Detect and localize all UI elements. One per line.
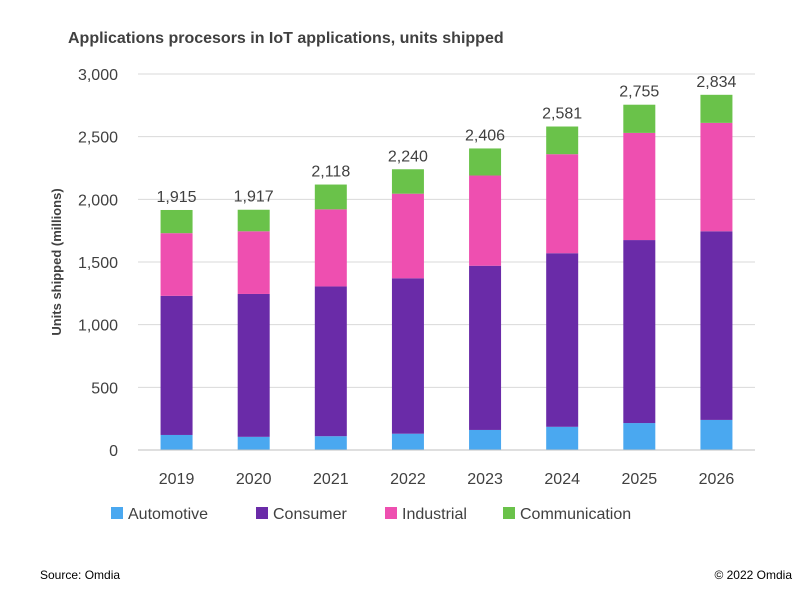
y-tick-label: 1,500 [78, 255, 118, 272]
bar-segment-consumer-2025 [623, 240, 656, 424]
legend-label-communication: Communication [520, 506, 631, 523]
chart-title: Applications procesors in IoT applicatio… [68, 30, 504, 47]
y-tick-label: 1,000 [78, 318, 118, 335]
bar-segment-automotive-2024 [546, 426, 579, 450]
bar-segment-consumer-2023 [469, 265, 502, 430]
total-label-2021: 2,118 [311, 164, 350, 181]
x-tick-label-2025: 2025 [622, 471, 658, 488]
bar-segment-automotive-2019 [160, 434, 193, 450]
bar-segment-consumer-2026 [700, 231, 733, 420]
bar-segment-automotive-2023 [469, 429, 502, 450]
bar-segment-consumer-2021 [314, 286, 347, 437]
bars [160, 94, 733, 450]
bar-segment-automotive-2020 [237, 436, 270, 450]
bar-segment-communication-2026 [700, 94, 733, 123]
legend: Automotive Consumer Industrial Communicatio… [111, 506, 631, 523]
bar-segment-industrial-2025 [623, 132, 656, 241]
y-axis-title: Units shipped (millions) [49, 188, 64, 335]
legend-swatch-communication [503, 507, 515, 519]
bar-segment-industrial-2022 [391, 193, 424, 279]
bar-segment-consumer-2020 [237, 293, 270, 437]
bar-segment-communication-2024 [546, 126, 579, 155]
total-label-2024: 2,581 [542, 106, 582, 123]
bar-segment-communication-2020 [237, 209, 270, 232]
bar-segment-communication-2025 [623, 104, 656, 133]
bar-segment-industrial-2021 [314, 209, 347, 287]
y-tick-label: 0 [109, 443, 118, 460]
x-tick-label-2026: 2026 [699, 471, 735, 488]
x-tick-label-2020: 2020 [236, 471, 272, 488]
legend-label-automotive: Automotive [128, 506, 208, 523]
bar-segment-consumer-2019 [160, 295, 193, 435]
total-label-2019: 1,915 [157, 189, 197, 206]
bar-segment-consumer-2022 [391, 278, 424, 434]
legend-label-consumer: Consumer [273, 506, 347, 523]
bar-segment-communication-2019 [160, 209, 193, 234]
bar-segment-industrial-2019 [160, 233, 193, 296]
total-label-2022: 2,240 [388, 148, 428, 165]
x-tick-label-2019: 2019 [159, 471, 195, 488]
total-label-2023: 2,406 [465, 127, 505, 144]
legend-swatch-automotive [111, 507, 123, 519]
y-tick-label: 500 [91, 380, 118, 397]
source-note: Source: Omdia [40, 568, 121, 582]
legend-swatch-consumer [256, 507, 268, 519]
gridlines [138, 73, 755, 388]
x-tick-label-2022: 2022 [390, 471, 426, 488]
bar-segment-automotive-2025 [623, 423, 656, 450]
total-label-2025: 2,755 [619, 84, 659, 101]
data-labels: 1,915 1,917 2,118 2,240 2,406 2,581 2,755 2,834 [157, 74, 737, 206]
bar-segment-communication-2023 [469, 148, 502, 176]
copyright-note: © 2022 Omdia [714, 568, 792, 582]
bar-segment-industrial-2024 [546, 154, 579, 254]
bar-segment-communication-2021 [314, 184, 347, 210]
total-label-2020: 1,917 [234, 189, 274, 206]
bar-segment-consumer-2024 [546, 253, 579, 427]
bar-segment-automotive-2022 [391, 433, 424, 450]
bar-segment-industrial-2020 [237, 231, 270, 294]
bar-segment-automotive-2026 [700, 419, 733, 450]
bar-segment-industrial-2026 [700, 122, 733, 232]
total-label-2026: 2,834 [696, 74, 736, 91]
bar-segment-communication-2022 [391, 169, 424, 194]
legend-swatch-industrial [385, 507, 397, 519]
x-tick-label-2024: 2024 [544, 471, 580, 488]
legend-label-industrial: Industrial [402, 506, 467, 523]
x-tick-label-2023: 2023 [467, 471, 503, 488]
bar-segment-industrial-2023 [469, 175, 502, 266]
y-tick-label: 2,000 [78, 192, 118, 209]
bar-segment-automotive-2021 [314, 436, 347, 450]
y-tick-label: 2,500 [78, 130, 118, 147]
y-tick-label: 3,000 [78, 67, 118, 84]
x-tick-label-2021: 2021 [313, 471, 349, 488]
axes: 0 500 1,000 1,500 2,000 2,500 3,000 Units shipp… [49, 67, 755, 488]
